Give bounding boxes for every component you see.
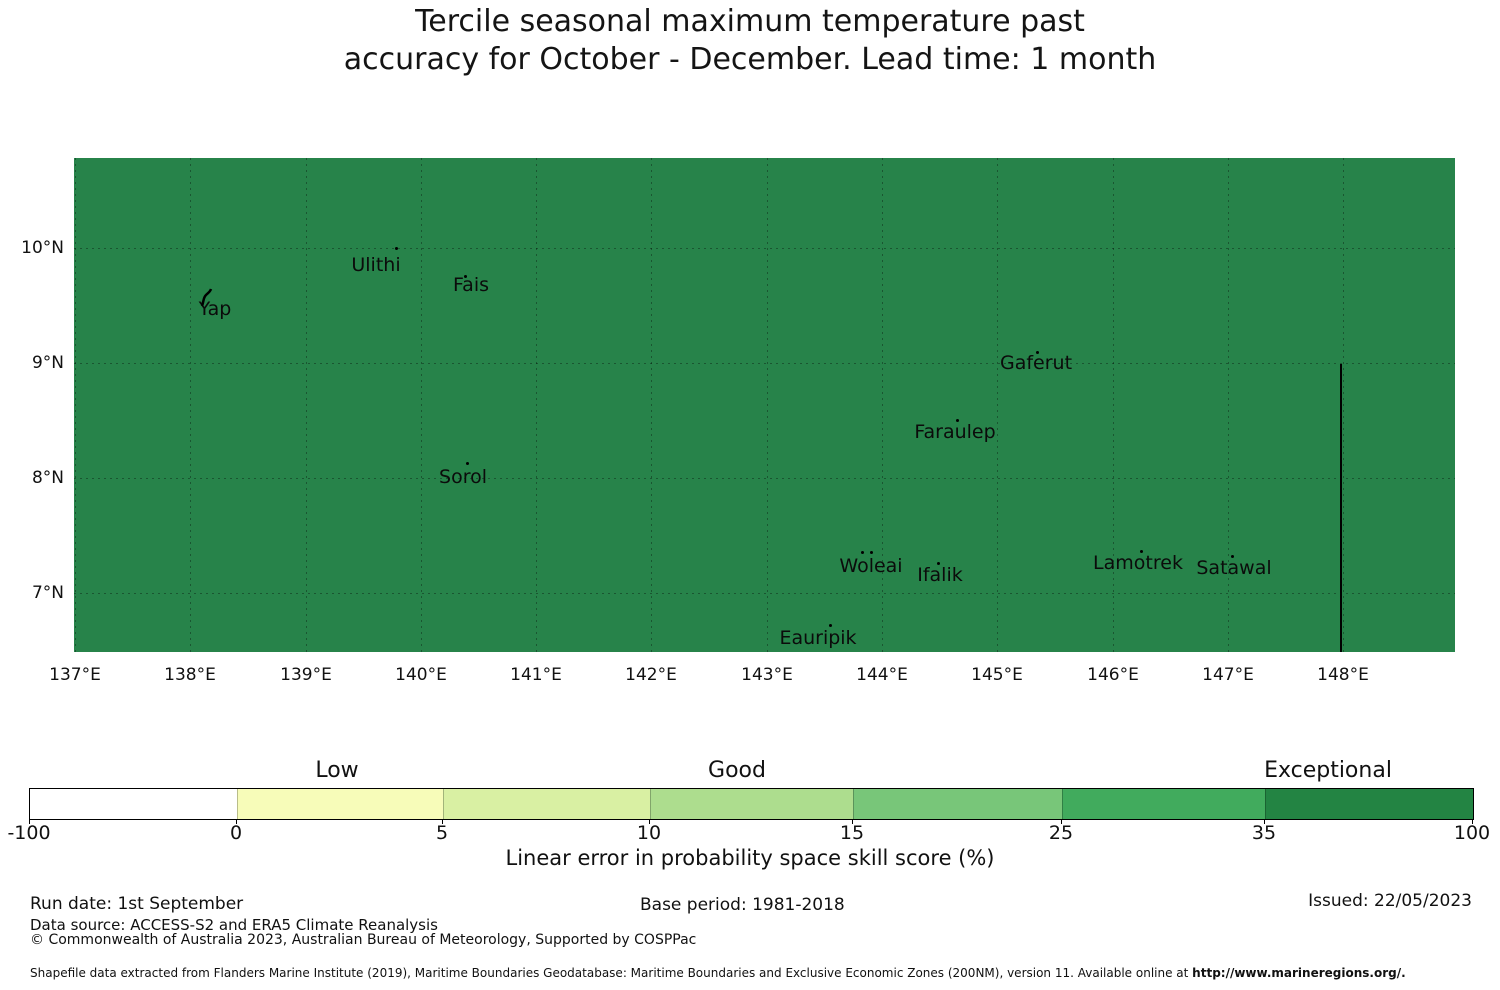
- colorbar-tick: [29, 819, 30, 824]
- map-gridline-vertical: [767, 158, 768, 652]
- longitude-tick-label: 139°E: [280, 665, 332, 685]
- island-label: Lamotrek: [1093, 552, 1183, 574]
- colorbar-tick-label: 10: [636, 822, 662, 844]
- latitude-tick-label: 10°N: [21, 238, 64, 258]
- map-gridline-vertical: [421, 158, 422, 652]
- map-gridline-horizontal: [74, 363, 1455, 364]
- longitude-tick-label: 146°E: [1087, 665, 1139, 685]
- map-gridline-horizontal: [74, 593, 1455, 594]
- colorbar: [29, 788, 1474, 820]
- shapefile-url: http://www.marineregions.org/.: [1192, 966, 1406, 980]
- colorbar-tick: [236, 819, 237, 824]
- yap-island-shape: [200, 288, 213, 307]
- island-dot: [936, 561, 940, 565]
- longitude-tick-label: 145°E: [971, 665, 1023, 685]
- longitude-tick-label: 143°E: [741, 665, 793, 685]
- copyright-text: © Commonwealth of Australia 2023, Austra…: [30, 932, 697, 948]
- island-dot: [955, 418, 959, 422]
- issued-date-text: Issued: 22/05/2023: [1308, 891, 1472, 911]
- shapefile-note: Shapefile data extracted from Flanders M…: [30, 966, 1193, 980]
- longitude-tick-label: 148°E: [1317, 665, 1369, 685]
- map-gridline-vertical: [306, 158, 307, 652]
- longitude-tick-label: 138°E: [164, 665, 216, 685]
- island-label: Satawal: [1196, 557, 1272, 579]
- colorbar-tick-label: 0: [229, 822, 243, 844]
- colorbar-tick-label: 15: [839, 822, 865, 844]
- colorbar-category-label: Exceptional: [1264, 758, 1392, 783]
- map-gridline-vertical: [997, 158, 998, 652]
- longitude-tick-label: 140°E: [395, 665, 447, 685]
- map-gridline-vertical: [536, 158, 537, 652]
- colorbar-tick: [442, 819, 443, 824]
- colorbar-tick: [1061, 819, 1062, 824]
- island-label: Faraulep: [914, 421, 996, 443]
- colorbar-segment: [30, 789, 237, 819]
- latitude-tick-label: 7°N: [31, 583, 64, 603]
- island-dot: [1230, 554, 1234, 558]
- shapefile-attribution-text: Shapefile data extracted from Flanders M…: [30, 966, 1406, 980]
- map-gridline-vertical: [75, 158, 76, 652]
- colorbar-tick-label: 100: [1453, 822, 1491, 844]
- map-gridline-horizontal: [74, 478, 1455, 479]
- run-date-text: Run date: 1st September: [30, 894, 244, 914]
- map-gridline-vertical: [190, 158, 191, 652]
- figure-title: Tercile seasonal maximum temperature pas…: [0, 3, 1500, 79]
- island-dot: [394, 246, 398, 250]
- island-label: Ulithi: [351, 254, 401, 276]
- colorbar-tick-label: 35: [1251, 822, 1277, 844]
- colorbar-tick-label: 5: [435, 822, 449, 844]
- island-dot: [870, 550, 873, 554]
- map-gridline-vertical: [651, 158, 652, 652]
- longitude-tick-label: 144°E: [856, 665, 908, 685]
- colorbar-segment: [1062, 789, 1265, 819]
- latitude-tick-label: 9°N: [31, 353, 64, 373]
- longitude-tick-label: 141°E: [510, 665, 562, 685]
- island-label: Ifalik: [917, 564, 963, 586]
- colorbar-tick: [1264, 819, 1265, 824]
- island-dot: [861, 550, 864, 554]
- colorbar-tick: [649, 819, 650, 824]
- colorbar-tick: [852, 819, 853, 824]
- island-label: Eauripik: [779, 627, 857, 649]
- map-gridline-vertical: [1228, 158, 1229, 652]
- colorbar-tick-label: -100: [7, 822, 51, 844]
- island-dot: [1139, 549, 1143, 553]
- colorbar-segment: [237, 789, 443, 819]
- island-label: Yap: [198, 298, 232, 320]
- figure-title-line1: Tercile seasonal maximum temperature pas…: [415, 4, 1085, 39]
- figure-title-line2: accuracy for October - December. Lead ti…: [343, 42, 1157, 77]
- colorbar-category-label: Good: [708, 758, 766, 783]
- island-dot: [828, 623, 832, 627]
- map-gridline-vertical: [882, 158, 883, 652]
- island-dot: [465, 461, 469, 465]
- map-gridline-horizontal: [74, 248, 1455, 249]
- colorbar-segment: [443, 789, 650, 819]
- island-dot: [1035, 350, 1039, 354]
- colorbar-tick-label: 25: [1048, 822, 1074, 844]
- longitude-tick-label: 142°E: [625, 665, 677, 685]
- colorbar-segment: [853, 789, 1062, 819]
- island-label: Fais: [452, 274, 490, 296]
- map-area: Yap Ulithi Fais Sorol Gaferut Faraulep Woleai I…: [74, 158, 1455, 652]
- latitude-tick-label: 8°N: [31, 468, 64, 488]
- longitude-tick-label: 147°E: [1202, 665, 1254, 685]
- colorbar-segment: [1265, 789, 1473, 819]
- colorbar-tick: [1472, 819, 1473, 824]
- island-dot: [463, 274, 467, 278]
- island-label: Gaferut: [999, 352, 1073, 374]
- base-period-text: Base period: 1981-2018: [640, 895, 845, 915]
- map-gridline-vertical: [1113, 158, 1114, 652]
- data-source-text: Data source: ACCESS-S2 and ERA5 Climate …: [30, 916, 438, 934]
- island-label: Sorol: [439, 466, 487, 488]
- colorbar-category-label: Low: [315, 758, 359, 783]
- colorbar-segment: [650, 789, 853, 819]
- colorbar-axis-label: Linear error in probability space skill …: [505, 846, 995, 870]
- map-gridline-vertical: [1343, 158, 1344, 652]
- eez-boundary-line: [1340, 364, 1342, 652]
- longitude-tick-label: 137°E: [49, 665, 101, 685]
- island-label: Woleai: [839, 555, 903, 577]
